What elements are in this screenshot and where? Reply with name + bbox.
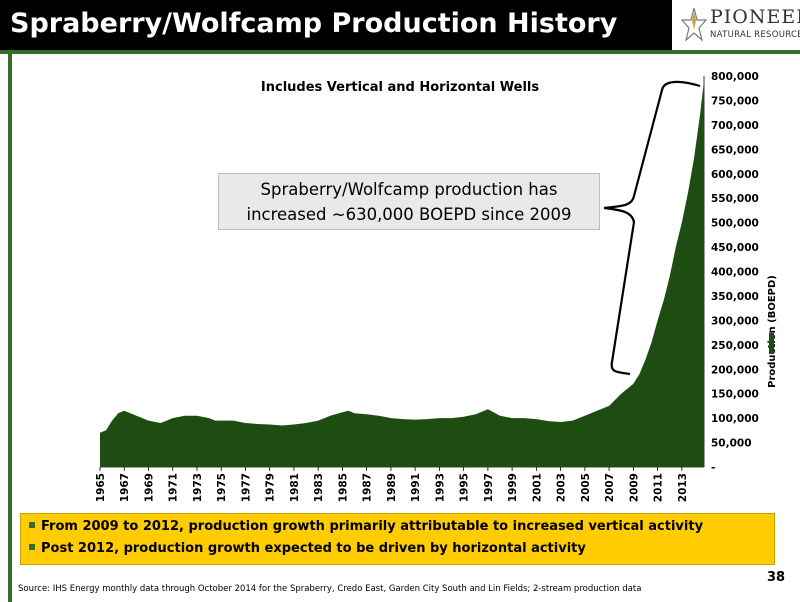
x-tick-label: 1979	[265, 473, 277, 502]
y-tick-label: 600,000	[711, 169, 759, 181]
x-tick-label: 1999	[507, 473, 519, 502]
x-tick-label: 1977	[240, 473, 252, 502]
x-tick-label: 2009	[628, 473, 640, 502]
legend-swatch	[769, 333, 774, 354]
y-tick-label: 100,000	[711, 413, 759, 425]
callout-box: Spraberry/Wolfcamp production has increa…	[218, 173, 600, 230]
chart-subtitle: Includes Vertical and Horizontal Wells	[261, 80, 539, 95]
callout-brace	[603, 80, 701, 376]
x-tick-label: 1995	[459, 473, 471, 502]
x-tick-label: 1973	[192, 473, 204, 502]
x-tick-label: 2013	[677, 473, 689, 502]
y-tick-label: 700,000	[711, 120, 759, 132]
pioneer-star-logo-icon	[680, 7, 708, 42]
y-tick-label: 750,000	[711, 95, 759, 107]
y-tick-label: 200,000	[711, 364, 759, 376]
x-tick-label: 1993	[434, 473, 446, 502]
left-rule	[8, 54, 12, 602]
y-tick-label: 500,000	[711, 218, 759, 230]
page-number: 38	[767, 570, 786, 585]
logo-tagline: NATURAL RESOURCES	[710, 30, 800, 40]
x-tick-label: 2003	[556, 473, 568, 502]
x-tick-label: 1965	[95, 473, 107, 502]
x-tick-label: 2005	[580, 473, 592, 502]
bullet-item: From 2009 to 2012, production growth pri…	[29, 516, 766, 538]
slide-title: Spraberry/Wolfcamp Production History	[10, 8, 618, 39]
x-tick-label: 1987	[362, 473, 374, 502]
y-tick-label: -	[711, 462, 715, 474]
x-tick-label: 1969	[143, 473, 155, 502]
x-tick-label: 1981	[289, 473, 301, 502]
y-tick-label: 650,000	[711, 144, 759, 156]
x-tick-label: 2011	[653, 473, 665, 502]
y-tick-label: 400,000	[711, 267, 759, 279]
source-note: Source: IHS Energy monthly data through …	[18, 584, 642, 594]
x-tick-label: 1971	[168, 473, 180, 502]
y-tick-label: 550,000	[711, 193, 759, 205]
x-tick-label: 1983	[313, 473, 325, 502]
logo-name: PIONEER	[710, 6, 800, 28]
x-tick-label: 1975	[216, 473, 228, 502]
production-area	[100, 80, 704, 468]
x-tick-label: 1989	[386, 473, 398, 502]
y-tick-label: 250,000	[711, 340, 759, 352]
bullet-item: Post 2012, production growth expected to…	[29, 538, 766, 560]
y-tick-label: 450,000	[711, 242, 759, 254]
x-tick-label: 2007	[604, 473, 616, 502]
bullet-text: Post 2012, production growth expected to…	[41, 541, 586, 556]
production-chart: Includes Vertical and Horizontal Wells -…	[95, 71, 778, 502]
x-tick-label: 1967	[119, 473, 131, 502]
x-axis: 1965 1967 1969 1971 1973 1975 1977 1979 1981 1983…	[95, 466, 704, 502]
callout-line-2: increased ~630,000 BOEPD since 2009	[246, 205, 572, 224]
bullet-box: From 2009 to 2012, production growth pri…	[20, 513, 775, 565]
bullet-square-icon	[29, 521, 35, 528]
x-tick-label: 2001	[531, 473, 543, 502]
bullet-square-icon	[29, 543, 35, 550]
x-tick-label: 1997	[483, 473, 495, 502]
x-tick-label: 1991	[410, 473, 422, 502]
bullet-text: From 2009 to 2012, production growth pri…	[41, 519, 704, 534]
header-rule	[0, 50, 800, 54]
title-bar: Spraberry/Wolfcamp Production History	[0, 0, 672, 50]
callout-line-1: Spraberry/Wolfcamp production has	[260, 180, 558, 199]
y-axis: - 50,000 100,000 150,000 200,000 250,000 300,0…	[703, 71, 759, 474]
y-tick-label: 350,000	[711, 291, 759, 303]
y-tick-label: 50,000	[711, 438, 752, 450]
company-logo: PIONEER NATURAL RESOURCES	[680, 4, 800, 48]
x-tick-label: 1985	[337, 473, 349, 502]
y-tick-label: 150,000	[711, 389, 759, 401]
y-tick-label: 800,000	[711, 71, 759, 83]
y-tick-label: 300,000	[711, 315, 759, 327]
y-axis-label: Production (BOEPD)	[767, 275, 778, 388]
